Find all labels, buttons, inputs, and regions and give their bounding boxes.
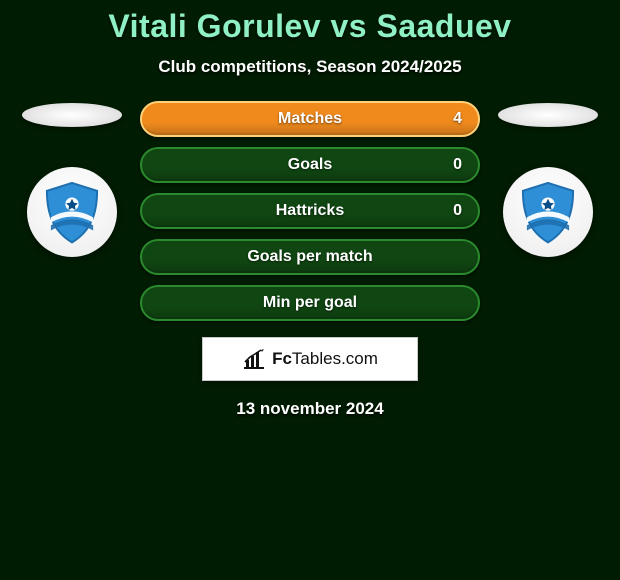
club-badge-left <box>27 167 117 257</box>
stat-bars: Matches 4 Goals 0 Hattricks 0 Goals per match M… <box>140 101 480 321</box>
branding-box: FcTables.com <box>202 337 418 381</box>
stat-bar-label: Min per goal <box>263 294 357 312</box>
stat-bar-label: Hattricks <box>276 202 344 220</box>
stat-bar: Min per goal <box>140 285 480 321</box>
stat-bar-label: Matches <box>278 110 342 128</box>
date-line: 13 november 2024 <box>0 399 620 419</box>
stat-bar-label: Goals per match <box>247 248 372 266</box>
club-badge-right <box>503 167 593 257</box>
left-column <box>22 101 122 257</box>
bar-chart-icon <box>242 348 266 370</box>
stat-bar: Matches 4 <box>140 101 480 137</box>
shield-icon <box>39 179 105 245</box>
page-title: Vitali Gorulev vs Saaduev <box>0 0 620 45</box>
stat-bar: Goals 0 <box>140 147 480 183</box>
shield-icon <box>515 179 581 245</box>
stat-bar-value-right: 0 <box>453 202 462 220</box>
subtitle: Club competitions, Season 2024/2025 <box>0 57 620 77</box>
player-oval-left <box>22 103 122 127</box>
stats-area: Matches 4 Goals 0 Hattricks 0 Goals per match M… <box>0 101 620 321</box>
player-oval-right <box>498 103 598 127</box>
right-column <box>498 101 598 257</box>
stat-bar-label: Goals <box>288 156 332 174</box>
stat-bar-value-right: 4 <box>453 110 462 128</box>
stat-bar: Hattricks 0 <box>140 193 480 229</box>
stat-bar-value-right: 0 <box>453 156 462 174</box>
branding-text: FcTables.com <box>272 349 378 369</box>
stat-bar: Goals per match <box>140 239 480 275</box>
